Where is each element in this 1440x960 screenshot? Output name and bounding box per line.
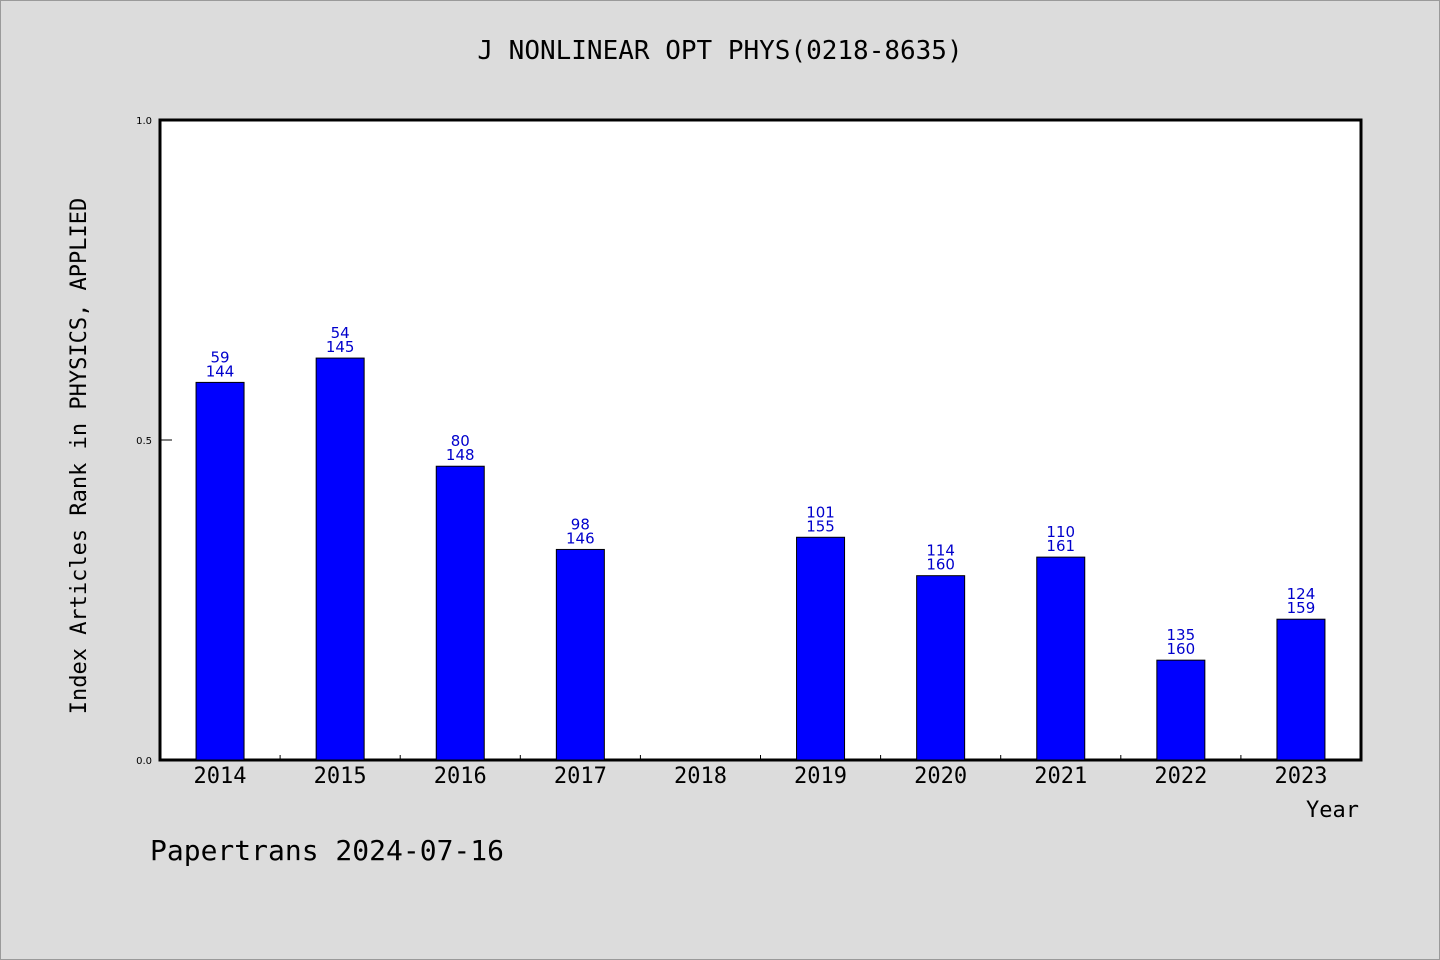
bar-2016 — [435, 465, 485, 761]
chart-title: J NONLINEAR OPT PHYS(0218-8635) — [477, 36, 963, 66]
y-tick-label: 0.5 — [136, 436, 152, 447]
bar-2020 — [916, 575, 966, 761]
bar-total-label: 159 — [1287, 599, 1316, 617]
bar-total-label: 161 — [1046, 537, 1075, 555]
bar-rank-label: 114 — [926, 542, 955, 560]
y-tick-label: 0.0 — [136, 756, 152, 767]
y-tick-label: 1.0 — [136, 116, 152, 127]
x-tick-label: 2021 — [1034, 764, 1087, 789]
bar-rank-label: 59 — [211, 348, 230, 366]
bar-total-label: 160 — [926, 556, 955, 574]
x-tick-label: 2015 — [314, 764, 367, 789]
bar-2017 — [555, 548, 605, 761]
bar-rank-label: 110 — [1046, 523, 1075, 541]
bar-total-label: 145 — [326, 338, 355, 356]
x-tick-label: 2022 — [1154, 764, 1207, 789]
x-tick-label: 2014 — [194, 764, 247, 789]
bar-2014 — [195, 381, 245, 761]
bar-2019 — [796, 536, 846, 761]
bar-2015 — [315, 357, 365, 761]
x-tick-label: 2020 — [914, 764, 967, 789]
x-tick-label: 2023 — [1274, 764, 1327, 789]
bar-total-label: 148 — [446, 446, 475, 464]
bar-2021 — [1036, 556, 1086, 761]
x-tick-label: 2019 — [794, 764, 847, 789]
bar-rank-label: 135 — [1167, 626, 1196, 644]
bar-rank-label: 54 — [331, 324, 350, 342]
x-tick-label: 2018 — [674, 764, 727, 789]
footer-credit: Papertrans 2024-07-16 — [150, 834, 505, 867]
bar-2023 — [1276, 618, 1326, 761]
bar-2022 — [1156, 659, 1206, 761]
bar-total-label: 144 — [206, 362, 235, 380]
x-tick-label: 2016 — [434, 764, 487, 789]
bar-rank-label: 98 — [571, 515, 590, 533]
x-axis-label: Year — [1306, 798, 1359, 823]
bar-total-label: 155 — [806, 517, 835, 535]
x-tick-label: 2017 — [554, 764, 607, 789]
bar-rank-label: 124 — [1287, 585, 1316, 603]
bar-total-label: 160 — [1167, 640, 1196, 658]
y-axis-label: Index Articles Rank in PHYSICS, APPLIED — [67, 198, 92, 715]
bar-rank-label: 80 — [451, 432, 470, 450]
bar-rank-label: 101 — [806, 503, 835, 521]
bar-total-label: 146 — [566, 529, 595, 547]
